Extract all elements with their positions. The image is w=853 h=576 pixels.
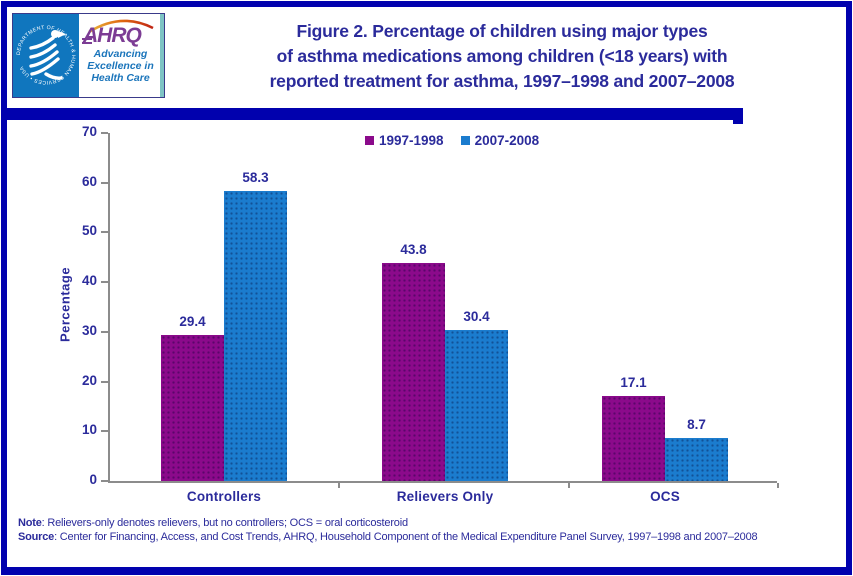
bar-1997-1998-Relievers Only [382, 263, 445, 481]
y-tick-mark [101, 430, 108, 433]
y-tick-mark [101, 330, 108, 333]
legend-label: 1997-1998 [379, 133, 444, 148]
legend: 1997-1998 2007-2008 [365, 133, 539, 148]
legend-swatch-icon [460, 136, 470, 145]
tagline-line: Excellence in [87, 60, 154, 72]
source-line: Source: Center for Financing, Access, an… [18, 530, 780, 544]
bar-value-label: 8.7 [687, 417, 706, 432]
ahrq-logo: DEPARTMENT OF HEALTH & HUMAN SERVICES • … [12, 13, 165, 98]
legend-item-2007-2008: 2007-2008 [460, 133, 540, 148]
legend-label: 2007-2008 [474, 133, 540, 148]
tagline-line: Health Care [91, 72, 150, 84]
y-tick-label: 40 [81, 273, 97, 289]
ahrq-wordmark: AHRQ [82, 24, 158, 47]
legend-swatch-icon [365, 136, 374, 145]
x-tick-mark [338, 483, 340, 488]
footnotes: Note: Relievers-only denotes relievers, … [18, 516, 780, 544]
y-tick-label: 60 [81, 173, 97, 189]
x-tick-mark [777, 483, 779, 488]
bar-1997-1998-Controllers [161, 335, 224, 481]
note-label: Note [18, 517, 42, 529]
page-content: DEPARTMENT OF HEALTH & HUMAN SERVICES • … [1, 7, 846, 566]
source-text: : Center for Financing, Access, and Cost… [54, 531, 758, 543]
category-label: Controllers [186, 489, 262, 504]
bar-value-label: 43.8 [400, 242, 427, 257]
bar-2007-2008-Controllers [224, 191, 287, 481]
figure-title-line: of asthma medications among children (<1… [276, 46, 728, 66]
note-text: : Relievers-only denotes relievers, but … [41, 517, 408, 529]
category-label: Relievers Only [396, 489, 494, 504]
legend-item-1997-1998: 1997-1998 [365, 133, 444, 148]
x-axis-line [108, 481, 777, 483]
bar-2007-2008-OCS [665, 438, 728, 481]
category-label: OCS [650, 489, 680, 504]
tagline-line: Advancing [93, 48, 148, 60]
bar-1997-1998-OCS [602, 396, 665, 481]
y-tick-mark [101, 281, 108, 284]
y-tick-mark [101, 380, 108, 383]
y-tick-mark [101, 181, 108, 184]
rainbow-arc-icon [88, 19, 154, 34]
divider-end-step [733, 120, 743, 124]
speed-lines-icon [82, 38, 92, 46]
source-label: Source [18, 531, 55, 543]
figure-title-line: Figure 2. Percentage of children using m… [296, 21, 708, 41]
bar-value-label: 30.4 [463, 309, 490, 324]
figure-title: Figure 2. Percentage of children using m… [172, 19, 832, 94]
figure-title-line: reported treatment for asthma, 1997–1998… [269, 71, 735, 91]
hhs-eagle-icon: DEPARTMENT OF HEALTH & HUMAN SERVICES • … [16, 25, 76, 85]
chart-area: 1997-1998 2007-2008 Percentage 0 10 20 30 40 5… [7, 7, 846, 566]
y-tick-label: 0 [89, 472, 97, 487]
ahrq-tagline: Advancing Excellence in Health Care [83, 48, 158, 84]
y-tick-mark [101, 231, 108, 234]
ahrq-wordmark-block: AHRQ Advancing Excellence in Health Care [79, 14, 164, 97]
ahrq-text: AHRQ [83, 24, 142, 47]
x-tick-mark [568, 483, 570, 488]
y-tick-label: 70 [81, 124, 97, 139]
header-divider-rule [1, 108, 743, 124]
hhs-seal: DEPARTMENT OF HEALTH & HUMAN SERVICES • … [13, 14, 79, 97]
bar-value-label: 58.3 [242, 170, 269, 185]
y-tick-label: 30 [81, 322, 97, 338]
y-tick-mark [101, 132, 108, 134]
bar-value-label: 29.4 [179, 314, 206, 329]
y-tick-label: 10 [81, 422, 97, 438]
note-line: Note: Relievers-only denotes relievers, … [18, 516, 780, 530]
y-axis-line [108, 133, 110, 481]
y-tick-label: 20 [81, 372, 97, 388]
bar-2007-2008-Relievers Only [445, 330, 508, 481]
y-tick-label: 50 [81, 223, 97, 239]
bar-value-label: 17.1 [620, 375, 647, 390]
y-tick-mark [101, 480, 108, 482]
